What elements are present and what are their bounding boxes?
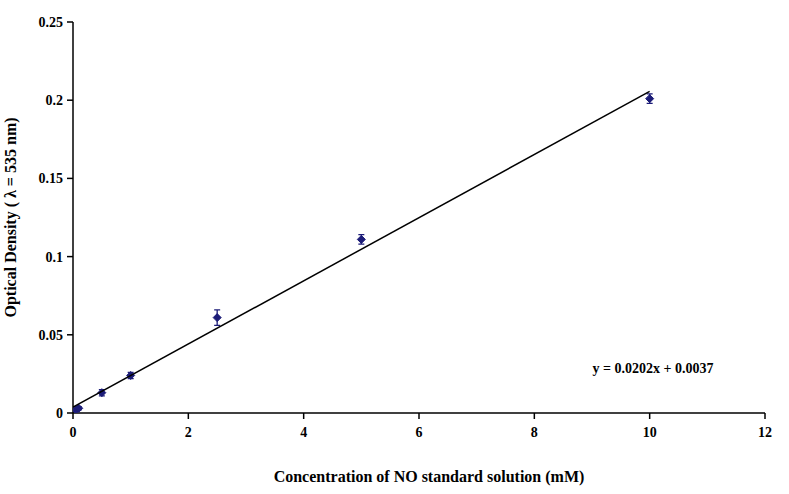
- x-tick: [418, 413, 420, 419]
- data-point: [646, 95, 654, 103]
- x-tick: [303, 413, 305, 419]
- y-tick-label: 0: [56, 406, 63, 421]
- y-tick-label: 0.15: [39, 171, 64, 186]
- plot-marks: [73, 91, 654, 413]
- error-bar: [358, 235, 364, 244]
- x-axis-label: Concentration of NO standard solution (m…: [274, 468, 585, 486]
- x-tick-label: 0: [70, 425, 77, 440]
- y-tick: [67, 99, 73, 101]
- x-tick-label: 12: [758, 425, 772, 440]
- x-tick: [764, 413, 766, 419]
- y-tick: [67, 334, 73, 336]
- y-tick: [67, 178, 73, 180]
- chart-root: 0 0.05 0.1 0.15 0.2 0.25 0 2 4 6 8 10 12 Concentratio…: [0, 0, 789, 494]
- x-tick: [72, 413, 74, 419]
- y-axis-label: Optical Density ( λ = 535 nm): [2, 117, 20, 317]
- x-tick-label: 6: [416, 425, 423, 440]
- data-point: [357, 235, 365, 243]
- x-tick: [649, 413, 651, 419]
- data-point: [213, 314, 221, 322]
- y-tick-label: 0.05: [39, 328, 64, 343]
- x-tick-label: 10: [643, 425, 657, 440]
- error-bar: [647, 94, 653, 103]
- chart-svg: 0 0.05 0.1 0.15 0.2 0.25 0 2 4 6 8 10 12 Concentratio…: [0, 0, 789, 494]
- y-tick: [67, 256, 73, 258]
- x-tick-label: 2: [185, 425, 192, 440]
- error-bar: [214, 310, 220, 326]
- y-axis-line: [72, 22, 74, 413]
- equation-annotation: y = 0.0202x + 0.0037: [593, 361, 714, 376]
- y-tick: [67, 412, 73, 414]
- y-tick-label: 0.2: [46, 93, 64, 108]
- y-tick-label: 0.1: [46, 250, 64, 265]
- y-tick-label: 0.25: [39, 15, 64, 30]
- x-tick-label: 4: [300, 425, 307, 440]
- x-tick: [188, 413, 190, 419]
- y-tick: [67, 21, 73, 23]
- x-tick: [534, 413, 536, 419]
- x-tick-label: 8: [531, 425, 538, 440]
- trend-line: [73, 91, 650, 407]
